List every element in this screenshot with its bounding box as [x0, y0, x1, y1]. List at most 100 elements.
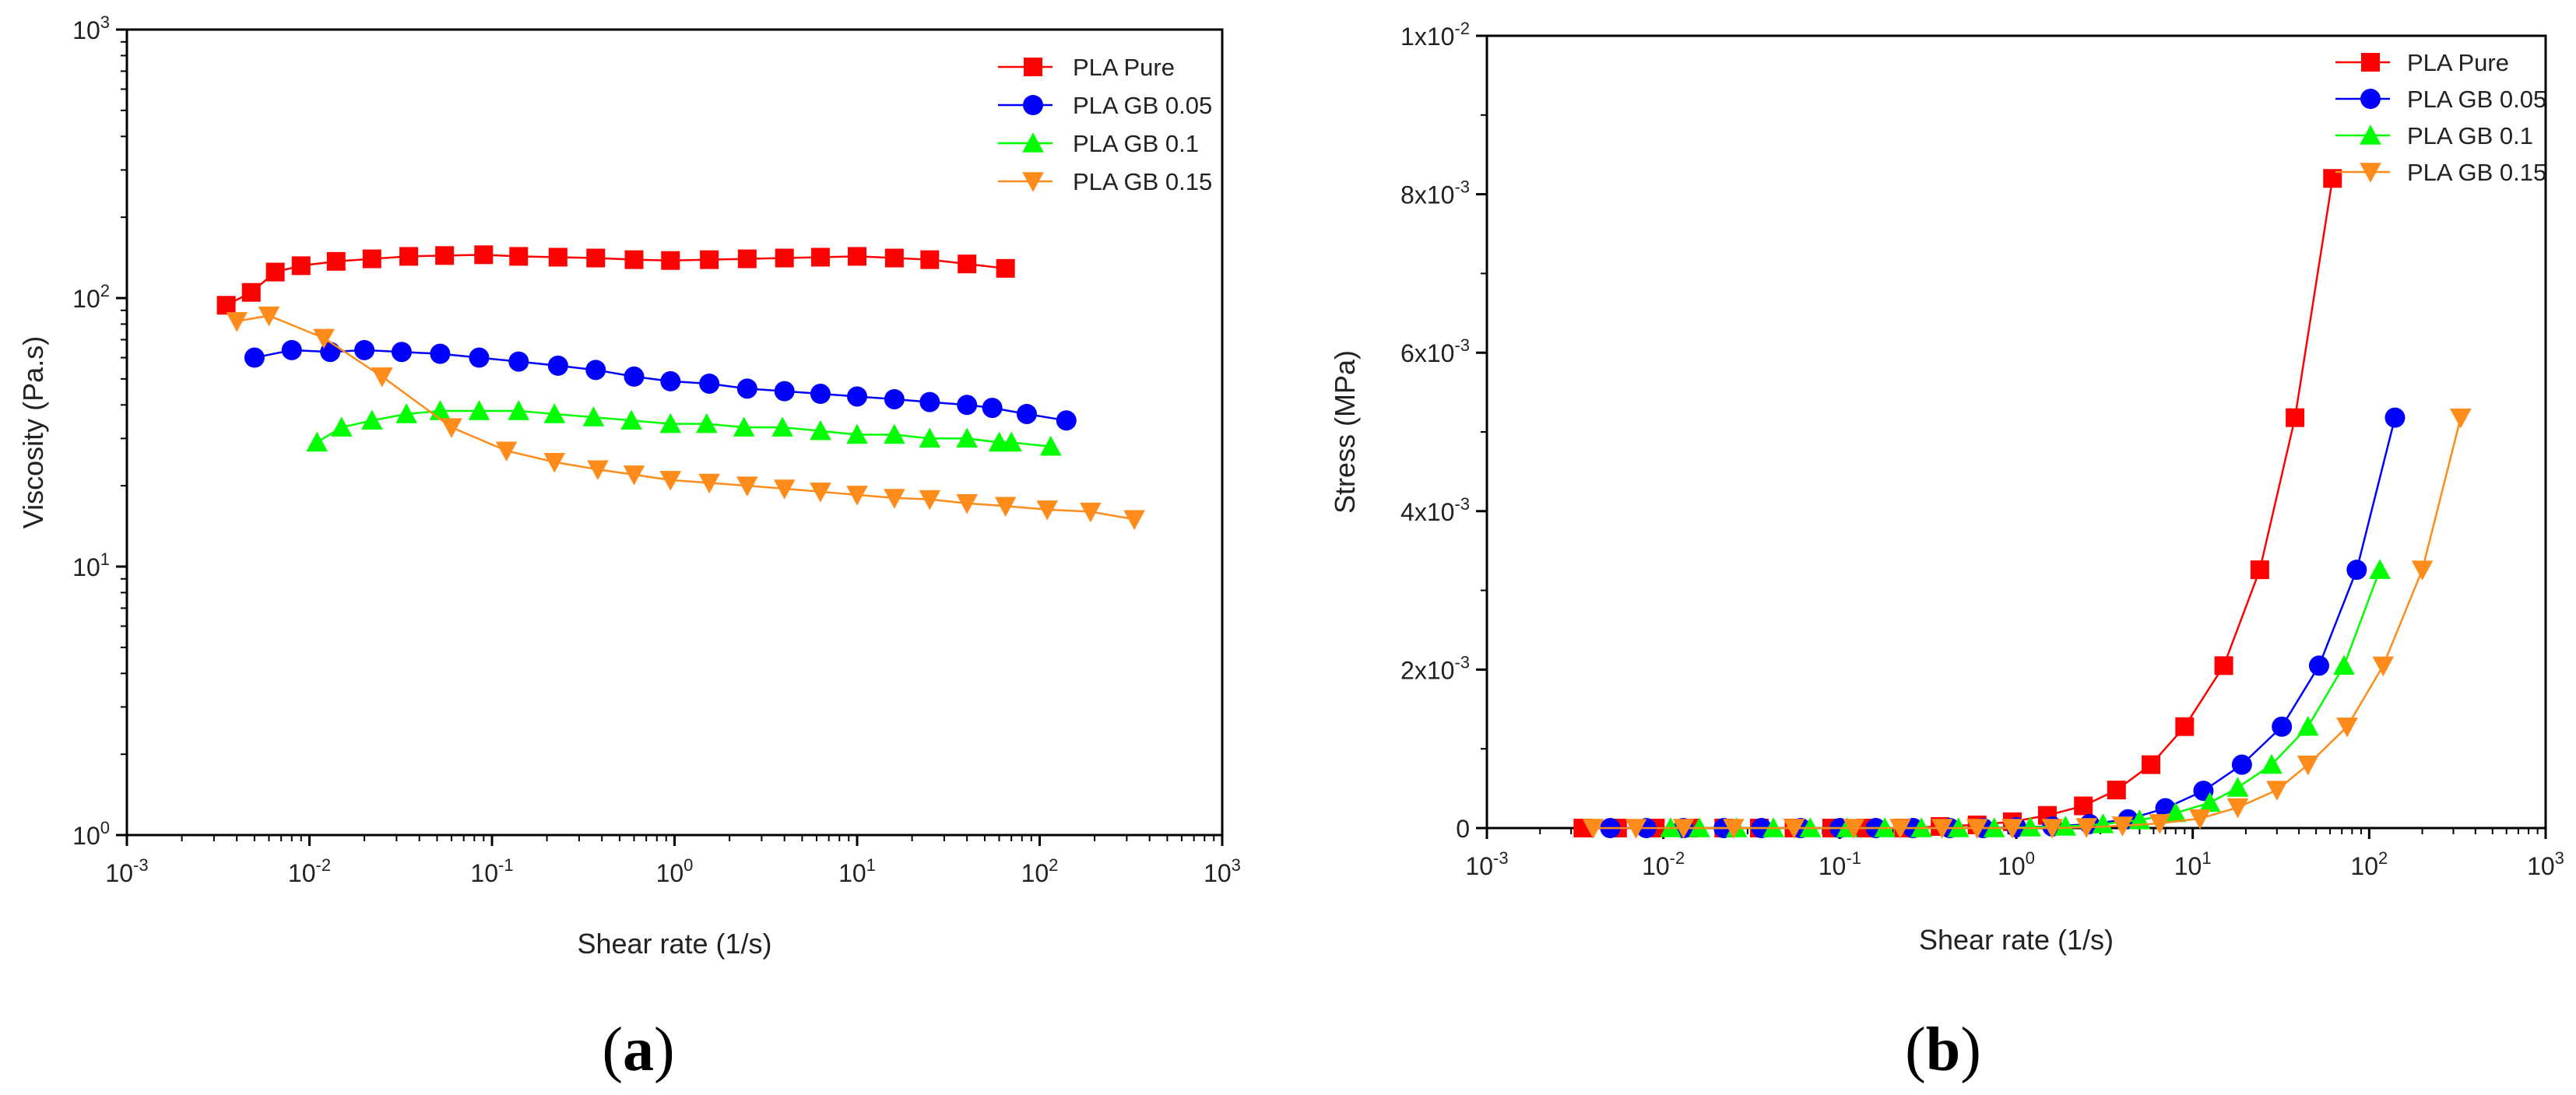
legend-label: PLA GB 0.05	[2407, 86, 2546, 113]
x-axis-title: Shear rate (1/s)	[1919, 924, 2114, 956]
x-tick-exponent: 0	[2026, 848, 2035, 868]
data-point	[2308, 655, 2329, 676]
data-point	[2450, 408, 2472, 429]
x-tick-exponent: 3	[1232, 855, 1241, 875]
data-point	[2346, 560, 2367, 581]
data-point	[474, 245, 494, 265]
data-point	[391, 342, 412, 363]
x-tick-base: 10	[470, 859, 498, 887]
data-point	[241, 283, 261, 302]
x-tick-base: 10	[1642, 852, 1670, 880]
data-point	[695, 412, 718, 433]
data-point	[395, 403, 417, 423]
legend-marker	[2360, 89, 2381, 109]
y-tick-exponent: -3	[1454, 494, 1470, 514]
y-tick-base: 8x10	[1400, 181, 1454, 209]
y-tick-label: 4x10-3	[1400, 494, 1470, 526]
data-point	[543, 403, 566, 423]
data-point	[659, 412, 682, 433]
x-tick-base: 10	[1204, 859, 1232, 887]
y-tick-exponent: 1	[100, 549, 110, 569]
x-tick-base: 10	[2174, 852, 2202, 880]
series-line	[1593, 417, 2462, 830]
data-point	[699, 373, 720, 394]
plot-frame	[1485, 34, 2547, 830]
y-tick-exponent: -2	[1454, 19, 1470, 38]
y-tick-base: 1x10	[1400, 23, 1454, 51]
data-point	[620, 409, 642, 430]
data-point	[258, 306, 280, 327]
data-point	[441, 418, 462, 438]
x-axis-title: Shear rate (1/s)	[577, 928, 771, 960]
data-point	[1889, 819, 1911, 839]
data-point	[700, 250, 719, 269]
data-point	[587, 460, 609, 481]
data-point	[956, 427, 978, 448]
data-point	[586, 248, 606, 268]
legend-marker	[1024, 58, 1042, 76]
data-point	[2198, 791, 2221, 812]
data-point	[810, 483, 831, 503]
data-point	[1000, 431, 1022, 452]
data-point	[737, 249, 757, 268]
x-tick-base: 10	[1465, 852, 1493, 880]
x-tick-exponent: 3	[2555, 848, 2564, 868]
data-point	[2226, 777, 2249, 797]
legend-marker	[1023, 95, 1043, 115]
data-point	[265, 262, 285, 282]
x-tick-label: 10-3	[1465, 848, 1508, 880]
y-tick-label: 102	[72, 281, 110, 313]
data-point	[848, 247, 866, 266]
y-tick-label: 8x10-3	[1400, 177, 1470, 209]
data-point	[435, 246, 455, 265]
y-tick-label: 101	[72, 549, 110, 581]
data-point	[2372, 656, 2395, 677]
x-tick-label: 103	[1204, 855, 1241, 887]
data-point	[773, 479, 796, 500]
y-tick-exponent: -3	[1454, 335, 1470, 355]
x-tick-label: 10-1	[470, 855, 513, 887]
y-tick-exponent: 0	[100, 818, 110, 837]
data-point	[1843, 819, 1865, 839]
legend-marker	[2360, 125, 2381, 145]
x-tick-base: 10	[838, 859, 866, 887]
data-point	[1723, 819, 1745, 839]
y-tick-label: 103	[72, 12, 110, 44]
data-point	[281, 339, 302, 360]
legend-label: PLA GB 0.05	[1073, 92, 1212, 119]
data-point	[623, 465, 645, 486]
y-tick-base: 4x10	[1400, 498, 1454, 526]
x-tick-label: 102	[2350, 848, 2388, 880]
y-tick-base: 6x10	[1400, 339, 1454, 367]
data-point	[2075, 818, 2097, 838]
data-point	[2226, 798, 2249, 819]
data-point	[2384, 407, 2406, 428]
data-point	[2214, 656, 2233, 676]
data-point	[216, 296, 236, 315]
data-point	[2286, 408, 2305, 427]
data-point	[2333, 655, 2355, 676]
data-point	[313, 328, 335, 349]
data-point	[362, 249, 381, 268]
data-point	[1036, 500, 1059, 521]
data-point	[1625, 819, 1647, 839]
data-point	[2369, 559, 2391, 579]
data-point	[306, 431, 329, 452]
series-line	[254, 349, 1067, 422]
data-point	[698, 473, 720, 494]
x-tick-exponent: 2	[2378, 848, 2388, 868]
data-point	[736, 378, 757, 399]
x-tick-exponent: -2	[316, 855, 332, 875]
legend-label: PLA Pure	[2407, 49, 2509, 76]
data-point	[326, 251, 346, 271]
data-point	[2266, 781, 2288, 801]
data-point	[996, 258, 1015, 278]
x-tick-exponent: -2	[1670, 848, 1685, 868]
data-point	[2054, 816, 2076, 836]
legend-marker	[1022, 132, 1044, 153]
panel-b-chart: 10-3 10-2 10-1 100 101 102 10302x10-34x10-36x1…	[1329, 19, 2564, 1084]
data-point	[320, 342, 341, 363]
x-tick-exponent: -1	[498, 855, 514, 875]
data-point	[846, 486, 868, 506]
